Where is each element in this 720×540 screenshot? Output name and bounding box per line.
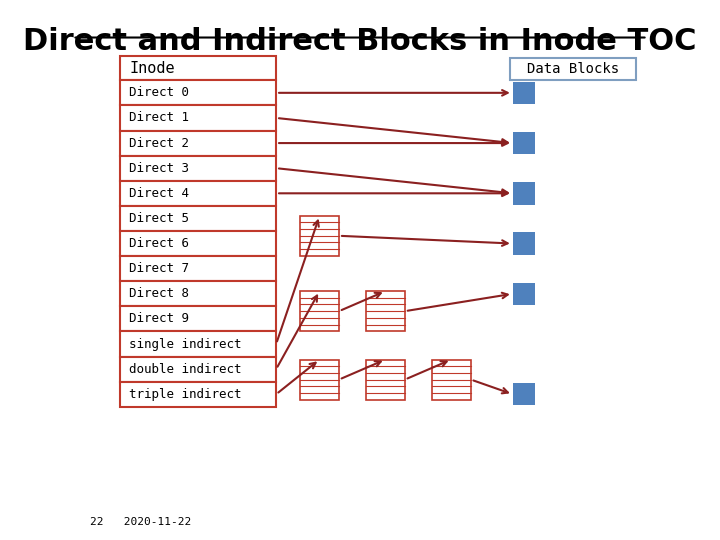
Text: Direct 7: Direct 7 xyxy=(130,262,189,275)
Bar xyxy=(300,291,339,331)
Text: single indirect: single indirect xyxy=(130,338,242,350)
Bar xyxy=(513,282,536,305)
Text: Data Blocks: Data Blocks xyxy=(526,62,618,76)
Bar xyxy=(510,58,636,80)
Bar xyxy=(120,131,276,156)
Bar xyxy=(366,360,405,400)
Bar xyxy=(120,281,276,306)
Text: triple indirect: triple indirect xyxy=(130,388,242,401)
Bar xyxy=(120,105,276,131)
Bar xyxy=(120,382,276,407)
Bar xyxy=(432,360,471,400)
Text: Direct 9: Direct 9 xyxy=(130,313,189,326)
Text: Direct 8: Direct 8 xyxy=(130,287,189,300)
Text: Direct 3: Direct 3 xyxy=(130,161,189,174)
Text: double indirect: double indirect xyxy=(130,363,242,376)
Bar xyxy=(513,132,536,154)
Text: Direct and Indirect Blocks in Inode TOC: Direct and Indirect Blocks in Inode TOC xyxy=(23,27,697,56)
Text: Direct 4: Direct 4 xyxy=(130,187,189,200)
Bar xyxy=(120,256,276,281)
Bar xyxy=(120,332,276,356)
Bar xyxy=(120,156,276,181)
Bar xyxy=(120,231,276,256)
Text: Direct 2: Direct 2 xyxy=(130,137,189,150)
Text: Direct 6: Direct 6 xyxy=(130,237,189,250)
Bar xyxy=(513,383,536,406)
Bar xyxy=(513,182,536,205)
Bar xyxy=(300,360,339,400)
Text: Direct 5: Direct 5 xyxy=(130,212,189,225)
Bar xyxy=(120,306,276,332)
Bar xyxy=(300,216,339,256)
Bar xyxy=(366,291,405,331)
Bar xyxy=(120,181,276,206)
Bar xyxy=(120,80,276,105)
Bar xyxy=(120,56,276,80)
Text: Direct 0: Direct 0 xyxy=(130,86,189,99)
Bar xyxy=(513,82,536,104)
Text: Inode: Inode xyxy=(130,60,175,76)
Bar xyxy=(513,232,536,255)
Text: 22   2020-11-22: 22 2020-11-22 xyxy=(91,517,192,526)
Text: Direct 1: Direct 1 xyxy=(130,111,189,124)
Bar xyxy=(120,356,276,382)
Bar xyxy=(120,206,276,231)
